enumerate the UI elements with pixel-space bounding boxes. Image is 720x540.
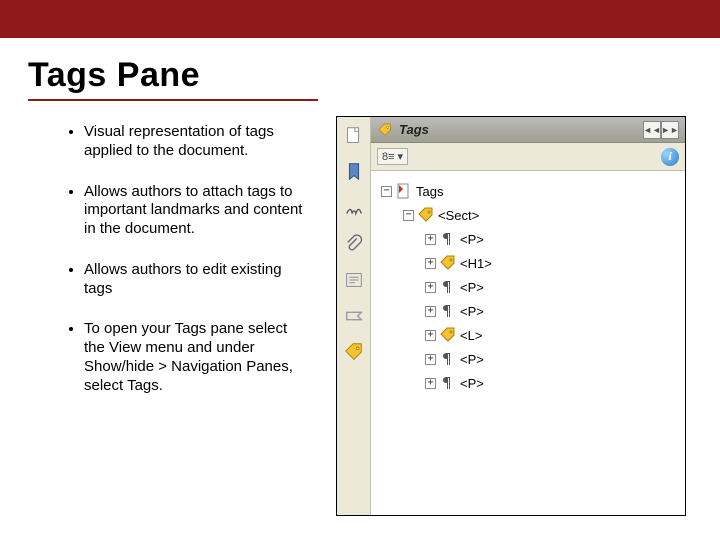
tree-label: <P> xyxy=(460,280,484,295)
pilcrow-icon xyxy=(440,375,456,391)
pilcrow-icon xyxy=(440,351,456,367)
bullet-item: To open your Tags pane select the View m… xyxy=(84,320,318,395)
collapse-icon[interactable]: − xyxy=(403,210,414,221)
tree-row[interactable]: + <P> xyxy=(377,347,679,371)
title-underline xyxy=(28,99,318,101)
tree-row[interactable]: − Tags xyxy=(377,179,679,203)
slide-content: Tags Pane Visual representation of tags … xyxy=(0,38,720,516)
pilcrow-icon xyxy=(440,279,456,295)
tree-row[interactable]: + <P> xyxy=(377,275,679,299)
nav-prev-button[interactable]: ◄◄ xyxy=(643,121,661,139)
collapse-icon[interactable]: − xyxy=(381,186,392,197)
expand-icon[interactable]: + xyxy=(425,306,436,317)
expand-icon[interactable]: + xyxy=(425,258,436,269)
panel-header: Tags ◄◄ ►► xyxy=(371,117,685,143)
expand-icon[interactable]: + xyxy=(425,354,436,365)
signatures-icon[interactable] xyxy=(342,195,366,221)
tree-label: <Sect> xyxy=(438,208,479,223)
info-glyph: i xyxy=(668,149,671,164)
attachments-icon[interactable] xyxy=(342,231,366,257)
pilcrow-icon xyxy=(440,303,456,319)
tree-row[interactable]: + <P> xyxy=(377,227,679,251)
tag-icon[interactable] xyxy=(342,339,366,365)
tree-label: <P> xyxy=(460,304,484,319)
expand-icon[interactable]: + xyxy=(425,378,436,389)
tags-tree: −Tags−<Sect>+<P>+<H1>+<P>+<P>+<L>+<P>+<P… xyxy=(371,171,685,515)
tag-icon xyxy=(440,255,456,271)
tree-label: Tags xyxy=(416,184,443,199)
tag-icon xyxy=(418,207,434,223)
chevron-left-icon: ◄◄ xyxy=(643,125,661,135)
bookmark-icon[interactable] xyxy=(342,159,366,185)
options-dropdown[interactable]: 8≡ ▾ xyxy=(377,148,408,165)
chevron-down-icon: ▾ xyxy=(398,150,404,163)
tree-label: <H1> xyxy=(460,256,492,271)
tree-label: <P> xyxy=(460,376,484,391)
pages-icon[interactable] xyxy=(342,123,366,149)
tag-icon xyxy=(377,122,393,138)
tree-label: <L> xyxy=(460,328,482,343)
text-column: Tags Pane Visual representation of tags … xyxy=(28,56,318,516)
articles-icon[interactable] xyxy=(342,267,366,293)
bullet-item: Visual representation of tags applied to… xyxy=(84,123,318,161)
tree-row[interactable]: + <P> xyxy=(377,299,679,323)
tags-panel-screenshot: Tags ◄◄ ►► 8≡ ▾ i −Tags−<Sect>+<P>+<H1>+… xyxy=(336,116,686,516)
bullet-item: Allows authors to edit existing tags xyxy=(84,261,318,299)
panel-nav: ◄◄ ►► xyxy=(643,121,679,139)
slide-title: Tags Pane xyxy=(28,56,318,95)
tag-icon xyxy=(440,327,456,343)
panel-title: Tags xyxy=(399,122,637,137)
screenshot-column: Tags ◄◄ ►► 8≡ ▾ i −Tags−<Sect>+<P>+<H1>+… xyxy=(336,56,686,516)
destinations-icon[interactable] xyxy=(342,303,366,329)
pilcrow-icon xyxy=(440,231,456,247)
pdf-root-icon xyxy=(396,183,412,199)
panel-main: Tags ◄◄ ►► 8≡ ▾ i −Tags−<Sect>+<P>+<H1>+… xyxy=(371,117,685,515)
bullet-item: Allows authors to attach tags to importa… xyxy=(84,183,318,239)
tree-row[interactable]: + <H1> xyxy=(377,251,679,275)
panel-toolbar: 8≡ ▾ i xyxy=(371,143,685,171)
tree-row[interactable]: + <L> xyxy=(377,323,679,347)
bullet-list: Visual representation of tags applied to… xyxy=(28,123,318,395)
tree-label: <P> xyxy=(460,352,484,367)
chevron-right-icon: ►► xyxy=(661,125,679,135)
expand-icon[interactable]: + xyxy=(425,282,436,293)
expand-icon[interactable]: + xyxy=(425,234,436,245)
slide-top-bar xyxy=(0,0,720,38)
expand-icon[interactable]: + xyxy=(425,330,436,341)
nav-next-button[interactable]: ►► xyxy=(661,121,679,139)
nav-pane-strip xyxy=(337,117,371,515)
options-icon: 8≡ xyxy=(382,151,395,163)
info-icon[interactable]: i xyxy=(661,148,679,166)
tree-label: <P> xyxy=(460,232,484,247)
tree-row[interactable]: + <P> xyxy=(377,371,679,395)
tree-row[interactable]: − <Sect> xyxy=(377,203,679,227)
